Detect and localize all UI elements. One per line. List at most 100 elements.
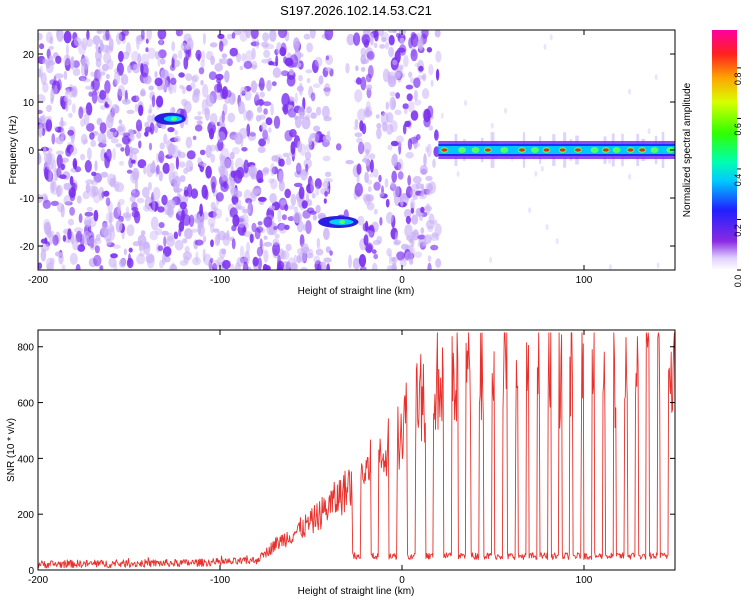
spectrogram-blob	[122, 212, 132, 219]
spectrogram-blob	[419, 164, 428, 175]
spectrogram-blob	[212, 228, 220, 233]
colorbar-label: Normalized spectral amplitude	[682, 82, 693, 217]
spectrogram-blob	[195, 49, 202, 60]
spectrogram-blob	[273, 225, 278, 231]
spectrogram-blob	[57, 202, 65, 213]
tone-peak	[519, 148, 525, 152]
spectrogram-blob	[113, 244, 121, 249]
spectrogram-blob	[380, 112, 389, 126]
spectrogram-blob	[107, 173, 116, 186]
spectrogram-blob	[404, 108, 408, 115]
spectrogram-blob	[158, 170, 163, 182]
spectrogram-blob	[395, 185, 400, 197]
spectrogram-blob	[300, 267, 308, 270]
spectrogram-blob	[279, 46, 287, 57]
spectrogram-blob	[86, 30, 90, 41]
spectrogram-blob	[325, 67, 332, 72]
spectrogram-blob	[293, 182, 303, 188]
spectrogram-blob	[313, 125, 320, 132]
spectrogram-blob	[322, 181, 330, 188]
spectrogram-blob	[122, 132, 131, 138]
spectrogram-blob	[194, 124, 203, 132]
spectrogram-blob	[42, 58, 48, 65]
spectrogram-blob	[236, 205, 246, 211]
spectrogram-blob	[99, 122, 107, 134]
spectrogram-blob	[312, 59, 319, 74]
spectrogram-blob	[218, 126, 228, 141]
spectrogram-blob	[456, 171, 460, 177]
spectrogram-blob	[389, 96, 397, 111]
spectrogram-blob	[200, 79, 204, 86]
spectrogram-blob	[100, 71, 106, 76]
spectrogram-x-tick-label: 100	[576, 275, 593, 286]
spectrogram-blob	[271, 81, 277, 87]
spectrogram-blob	[239, 65, 244, 71]
spectrogram-blob	[159, 58, 166, 65]
spectrogram-blob	[403, 54, 409, 68]
spectrogram-blob	[199, 149, 206, 156]
spectrogram-blob	[135, 94, 140, 102]
spectrogram-blob	[80, 76, 85, 81]
spectrogram-blob	[414, 99, 422, 106]
spectrogram-blob	[233, 30, 242, 36]
spectrogram-blob	[48, 231, 54, 245]
spectrogram-blob	[434, 30, 441, 38]
spectrogram-blob	[354, 118, 359, 128]
spectrogram-blob	[194, 239, 204, 246]
spectrogram-blob	[414, 251, 423, 258]
spectrogram-blob	[126, 224, 135, 237]
spectrogram-blob	[99, 265, 104, 270]
spectrogram-blob	[65, 44, 69, 55]
snr-x-label: Height of straight line (km)	[298, 586, 415, 597]
spectrogram-blob	[214, 234, 221, 247]
spectrogram-blob	[85, 179, 95, 185]
spectrogram-blob	[54, 125, 58, 132]
spectrogram-blob	[325, 54, 334, 66]
spectrogram-blob	[192, 135, 197, 141]
spectrogram-blob	[213, 83, 223, 93]
spectrogram-blob	[250, 188, 257, 202]
spectrogram-blob	[67, 129, 75, 136]
spectrogram-blob	[175, 156, 179, 170]
spectrogram-blob	[145, 47, 149, 53]
spectrogram-blob	[143, 165, 147, 175]
spectrogram-blob	[385, 198, 390, 208]
spectrogram-blob	[294, 92, 298, 104]
spectrogram-blob	[128, 247, 133, 253]
spectrogram-blob	[82, 231, 92, 239]
spectrogram-blob	[367, 65, 374, 79]
spectrogram-blob	[289, 129, 297, 138]
spectrogram-blob	[217, 33, 225, 40]
spectrogram-blob	[540, 165, 544, 172]
spectrogram-blob	[168, 150, 173, 157]
spectrogram-blob	[259, 91, 265, 98]
spectrogram-blob	[209, 223, 215, 234]
spectrogram-blob	[240, 86, 248, 95]
spectrogram-blob	[46, 162, 54, 170]
spectrogram-blob	[227, 112, 236, 123]
spectrogram-blob	[241, 147, 248, 152]
spectrogram-blob	[310, 179, 315, 193]
spectrogram-blob	[376, 123, 382, 129]
spectrogram-blob	[38, 32, 43, 41]
tone-hotspot	[650, 147, 659, 153]
spectrogram-blob	[152, 196, 156, 211]
spectrogram-blob	[305, 69, 313, 74]
spectrogram-blob	[182, 214, 191, 226]
spectrogram-blob	[48, 45, 54, 50]
spectrogram-blob	[428, 181, 437, 194]
spectrogram-blob	[263, 216, 273, 228]
spectrogram-blob	[138, 240, 143, 253]
spectrogram-blob	[426, 105, 434, 118]
spectrogram-blob	[263, 49, 271, 59]
spectrogram-blob	[157, 53, 161, 67]
spectrogram-blob	[94, 160, 98, 172]
spectrogram-blob	[390, 265, 397, 270]
spectrogram-blob	[217, 138, 224, 152]
spectrogram-blob	[42, 82, 49, 93]
spectrogram-blob	[48, 55, 54, 63]
spectrogram-blob	[248, 164, 258, 178]
spectrogram-blob	[287, 108, 297, 118]
spectrogram-blob	[190, 228, 199, 233]
